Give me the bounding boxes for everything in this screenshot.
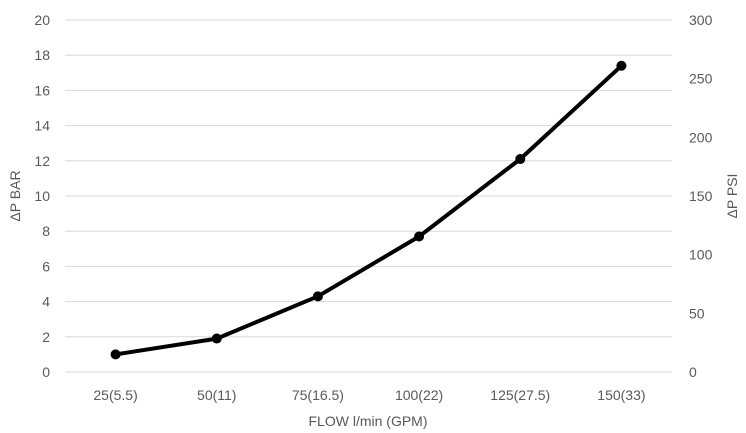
y-left-tick-label: 6 (42, 258, 50, 274)
x-tick-label: 75(16.5) (292, 387, 344, 403)
y-right-tick-label: 150 (689, 188, 713, 204)
data-point (110, 349, 121, 360)
y-right-tick-label: 300 (689, 12, 713, 28)
data-point (414, 231, 425, 242)
y-right-tick-label: 250 (689, 71, 713, 87)
y-left-tick-label: 4 (42, 294, 50, 310)
x-axis-ticks: 25(5.5) 50(11) 75(16.5) 100(22) 125(27.5) 150… (93, 387, 645, 403)
x-tick-label: 125(27.5) (490, 387, 550, 403)
gridlines (65, 19, 672, 373)
y-axis-left-ticks: 0 2 4 6 8 10 12 14 16 18 20 (34, 12, 50, 380)
y-left-tick-label: 0 (42, 364, 50, 380)
data-point (616, 60, 627, 71)
y-left-tick-label: 2 (42, 329, 50, 345)
y-right-tick-label: 100 (689, 247, 713, 263)
series-line (113, 63, 624, 357)
y-left-tick-label: 8 (42, 223, 50, 239)
y-right-tick-label: 0 (689, 364, 697, 380)
data-point (211, 333, 222, 344)
x-tick-label: 25(5.5) (93, 387, 137, 403)
y-axis-right-title: ΔP PSI (724, 174, 740, 219)
y-left-tick-label: 20 (34, 12, 50, 28)
y-axis-right-ticks: 0 50 100 150 200 250 300 (689, 12, 713, 380)
y-right-tick-label: 50 (689, 305, 705, 321)
y-right-tick-label: 200 (689, 129, 713, 145)
y-left-tick-label: 18 (34, 47, 50, 63)
y-left-tick-label: 14 (34, 118, 50, 134)
x-tick-label: 150(33) (597, 387, 645, 403)
y-left-tick-label: 10 (34, 188, 50, 204)
x-axis-title: FLOW l/min (GPM) (309, 413, 428, 429)
y-axis-left-title: ΔP BAR (7, 170, 23, 221)
y-left-tick-label: 16 (34, 82, 50, 98)
y-left-tick-label: 12 (34, 153, 50, 169)
data-point (312, 291, 323, 302)
x-tick-label: 50(11) (197, 387, 236, 403)
data-point (515, 154, 526, 165)
series-points (110, 60, 627, 360)
x-tick-label: 100(22) (395, 387, 443, 403)
